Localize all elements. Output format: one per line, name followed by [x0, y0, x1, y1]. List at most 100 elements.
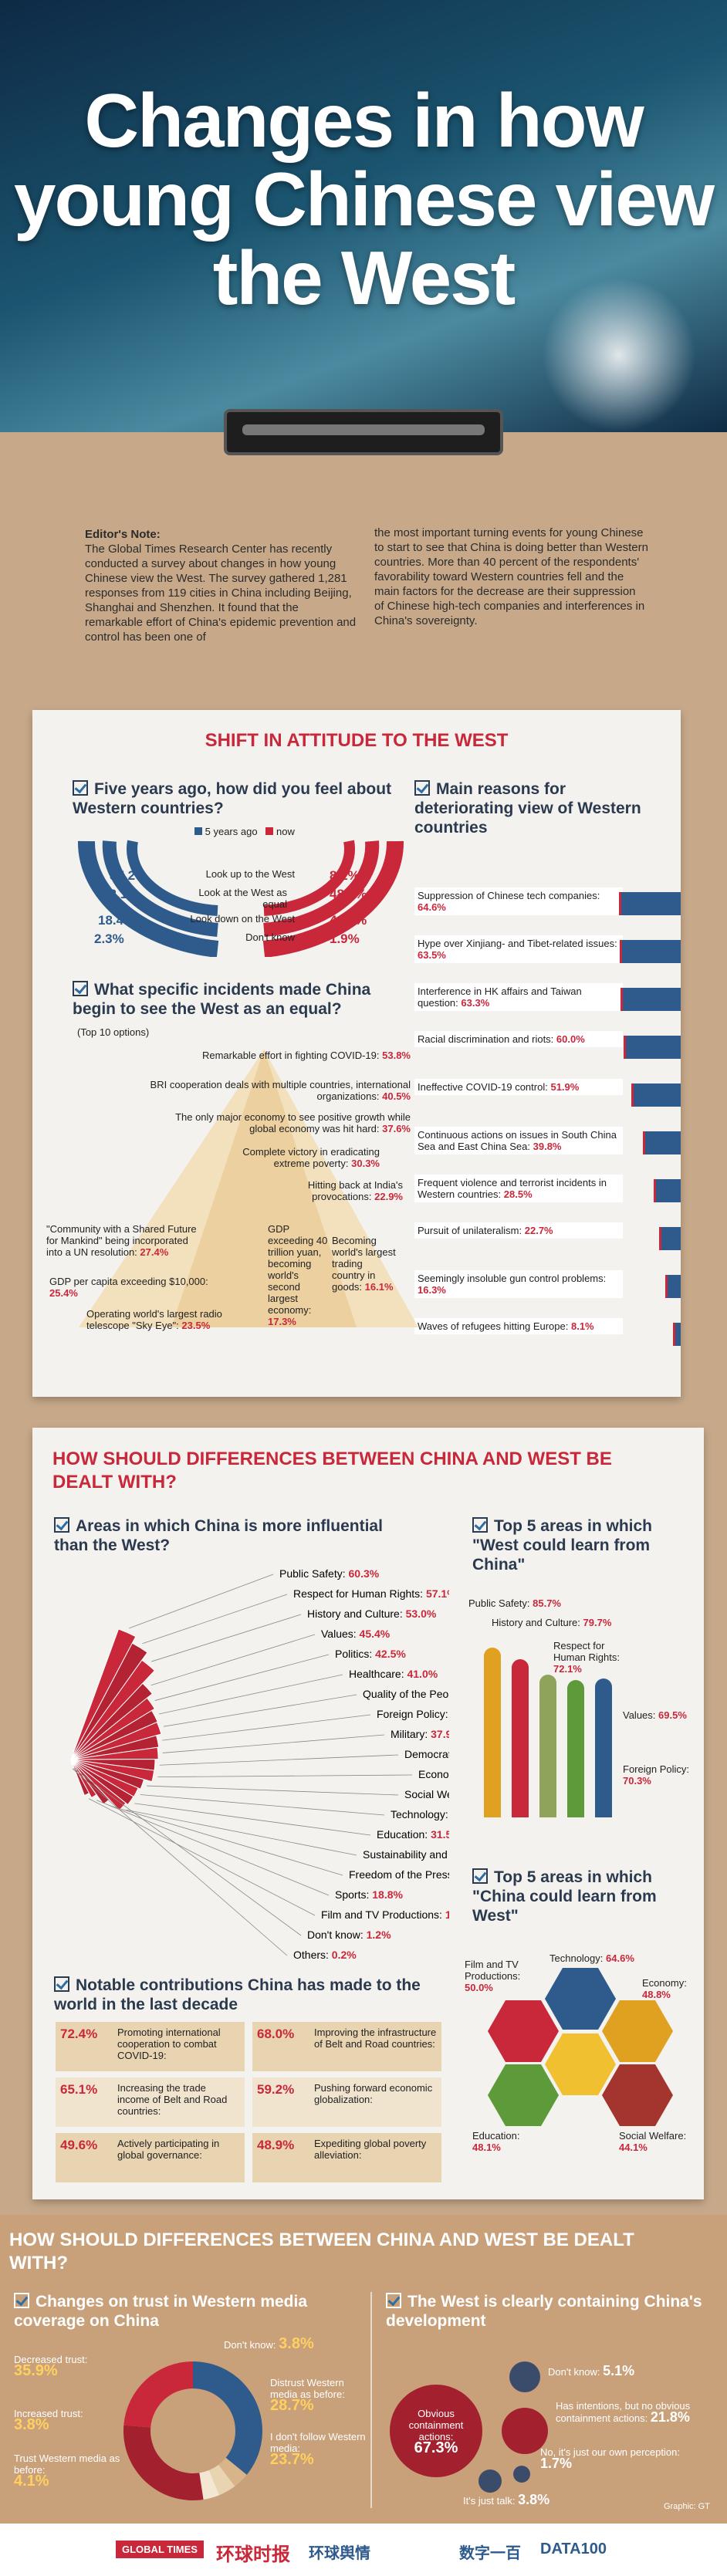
footer-logos: GLOBAL TIMES 环球时报 环球舆情 数字一百 DATA100 [0, 2524, 727, 2576]
learn-china-bar [512, 1659, 529, 1817]
trust-slice [199, 2470, 220, 2500]
section-differences: HOW SHOULD DIFFERENCES BETWEEN CHINA AND… [32, 1428, 704, 2199]
influence-label: Social Welfare: 32.8% [404, 1788, 449, 1800]
reason-bar [620, 988, 681, 1011]
editor-note-col2: the most important turning events for yo… [374, 526, 648, 627]
influence-label: Foreign Policy: 38.5% [377, 1708, 449, 1720]
logo-data100: DATA100 [540, 2541, 607, 2557]
logo-data100-cn: 数字一百 [459, 2545, 521, 2562]
influence-label: Public Safety: 60.3% [279, 1567, 380, 1580]
trust-title: Changes on trust in Western media covera… [14, 2293, 308, 2330]
logo-yuqing: 环球舆情 [309, 2545, 370, 2562]
influence-leader [162, 1734, 385, 1753]
influential-radial-chart: Public Safety: 60.3% Respect for Human Ri… [70, 1567, 449, 1961]
reason-row: Racial discrimination and riots: 60.0% [414, 1031, 681, 1063]
reason-label: Suppression of Chinese tech companies: 6… [414, 887, 623, 915]
reason-row: Pursuit of unilateralism: 22.7% [414, 1222, 681, 1255]
editor-note-heading: Editor's Note: [85, 528, 161, 541]
logo-huanqiu: 环球时报 [216, 2544, 290, 2565]
influence-label: Film and TV Productions: 16.6% [321, 1908, 449, 1921]
q3-item: BRI cooperation deals with multiple coun… [150, 1079, 411, 1102]
graphic-credit: Graphic: GT [664, 2502, 710, 2511]
lfw-item: Education: 48.1% [472, 2130, 520, 2153]
hero-banner: Changes in how young Chinese view the We… [0, 0, 727, 432]
contribution-item: 48.9% Expediting global poverty alleviati… [252, 2133, 441, 2182]
contributions-title: Notable contributions China has made to … [54, 1976, 421, 2013]
hex-center [545, 2033, 616, 2095]
reason-label: Frequent violence and terrorist incident… [414, 1175, 623, 1202]
editor-note-col1: The Global Times Research Center has rec… [85, 543, 357, 644]
influence-label: Military: 37.9% [391, 1728, 449, 1740]
influence-label: History and Culture: 53.0% [307, 1607, 437, 1620]
q3-title: What specific incidents made China begin… [73, 981, 371, 1018]
trust-slice [218, 2457, 247, 2486]
reason-bar [664, 1275, 681, 1298]
influence-slice [70, 1746, 159, 1760]
checkbox-icon [14, 2293, 29, 2308]
influential-title: Areas in which China is more influential… [54, 1517, 383, 1554]
learn-china-label: Respect for Human Rights: 72.1% [553, 1640, 620, 1675]
reason-row: Seemingly insoluble gun control problems… [414, 1270, 681, 1303]
influence-label: Others: 0.2% [293, 1949, 357, 1961]
section-media: HOW SHOULD DIFFERENCES BETWEEN CHINA AND… [0, 2215, 727, 2524]
influence-slice [70, 1628, 137, 1760]
influence-leader [73, 1768, 302, 1936]
reason-label: Hype over Xinjiang- and Tibet-related is… [414, 935, 623, 963]
q1-legend: 5 years ago now [194, 826, 295, 837]
reason-row: Suppression of Chinese tech companies: 6… [414, 887, 681, 920]
trust-item: Trust Western media as before: 4.1% [14, 2453, 120, 2490]
influence-leader [88, 1798, 316, 1916]
influence-slice [70, 1659, 156, 1760]
checkbox-icon [386, 2293, 401, 2308]
influence-leader [140, 1794, 385, 1816]
checkbox-icon [414, 780, 430, 796]
reason-label: Ineffective COVID-19 control: 51.9% [414, 1079, 623, 1095]
influence-leader [157, 1774, 413, 1778]
reason-row: Interference in HK affairs and Taiwan qu… [414, 983, 681, 1016]
containing-item: Obvious containment actions: 67.3% [408, 2408, 464, 2456]
divider [370, 2292, 372, 2508]
influence-label: Values: 45.4% [321, 1628, 391, 1640]
q1-row: 37.2% Look up to the West 8.1% [110, 868, 360, 883]
bubble-obvious [390, 2385, 482, 2477]
influence-label: Freedom of the Press: 24.0% [349, 1868, 449, 1881]
checkbox-icon [54, 1976, 69, 1992]
influence-label: Don't know: 1.2% [307, 1929, 391, 1941]
reason-row: Hype over Xinjiang- and Tibet-related is… [414, 935, 681, 968]
q1-arc-chart [77, 840, 404, 957]
trust-slice [208, 2464, 235, 2496]
learn-china-label: History and Culture: 79.7% [492, 1617, 612, 1628]
hex-economy [602, 2000, 673, 2062]
influence-leader [162, 1714, 371, 1741]
influence-slice [70, 1735, 160, 1760]
reason-bar [672, 1323, 681, 1346]
influence-label: Quality of the People: 40.7% [363, 1688, 449, 1700]
learn-china-bar [484, 1648, 501, 1817]
containing-title: The West is clearly containing China's d… [386, 2293, 702, 2330]
influence-leader [159, 1754, 399, 1766]
hex-film [488, 2000, 559, 2062]
influence-leader [109, 1805, 343, 1876]
influence-label: Sports: 18.8% [335, 1888, 403, 1901]
trust-item: Distrust Western media as before: 28.7% [270, 2377, 345, 2414]
influence-label: Education: 31.5% [377, 1828, 449, 1841]
contribution-item: 59.2% Pushing forward economic globalizat… [252, 2077, 441, 2127]
reason-bar [623, 1036, 681, 1059]
containing-item: It's just talk: 3.8% [463, 2492, 550, 2507]
influence-leader [151, 1614, 302, 1662]
influence-label: Healthcare: 41.0% [349, 1668, 438, 1680]
bubble-dont-know [509, 2361, 540, 2392]
page-title: Changes in how young Chinese view the We… [13, 78, 715, 320]
containing-item: Don't know: 5.1% [548, 2363, 635, 2378]
hex-welfare [602, 2064, 673, 2126]
contribution-item: 72.4% Promoting international cooperation… [56, 2022, 245, 2071]
influence-slice [70, 1759, 90, 1797]
trust-item: Decreased trust: 35.9% [14, 2354, 88, 2379]
logo-global-times: GLOBAL TIMES [116, 2541, 204, 2558]
influence-leader [142, 1594, 288, 1645]
influence-slice [70, 1642, 148, 1760]
reason-bar [620, 940, 681, 963]
checkbox-icon [472, 1868, 488, 1884]
influence-leader [158, 1674, 343, 1715]
trust-slice [123, 2425, 204, 2500]
